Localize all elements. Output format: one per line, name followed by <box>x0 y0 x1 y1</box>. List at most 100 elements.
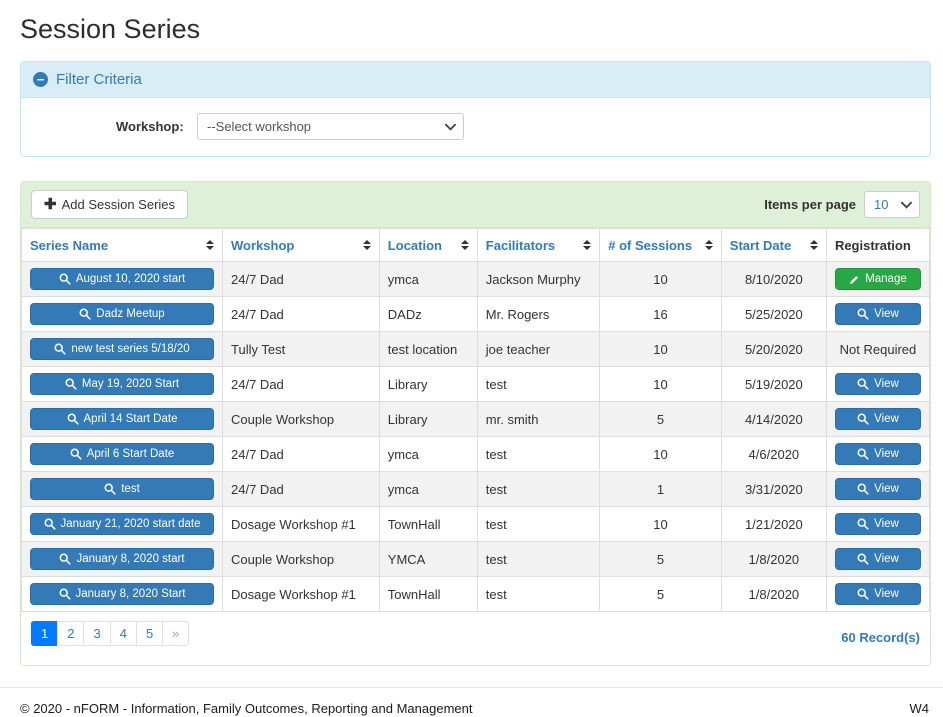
plus-icon: ✚ <box>44 196 57 213</box>
sessions-cell: 10 <box>599 506 722 542</box>
series-name-label: April 14 Start Date <box>83 413 178 425</box>
workshop-cell: 24/7 Dad <box>222 471 380 507</box>
filter-panel-header[interactable]: − Filter Criteria <box>21 62 930 98</box>
registration-cell: View <box>825 506 931 542</box>
series-name-button[interactable]: Dadz Meetup <box>30 303 215 325</box>
view-registration-button[interactable]: View <box>834 513 921 535</box>
registration-button-label: View <box>874 308 899 320</box>
sort-icon[interactable] <box>583 240 592 250</box>
series-name-cell: new test series 5/18/20 <box>20 331 224 367</box>
registration-button-label: View <box>874 588 899 600</box>
search-icon <box>54 343 66 355</box>
series-name-cell: Dadz Meetup <box>20 296 224 332</box>
workshop-select[interactable]: --Select workshop <box>197 113 464 140</box>
pagination-page-2[interactable]: 2 <box>57 621 85 646</box>
start-date-cell: 8/10/2020 <box>720 261 827 297</box>
page-container: Session Series − Filter Criteria Worksho… <box>20 14 931 666</box>
facilitators-cell: test <box>476 506 601 542</box>
series-name-button[interactable]: August 10, 2020 start <box>30 268 215 290</box>
location-cell: TownHall <box>378 576 478 612</box>
search-icon <box>857 588 869 600</box>
location-cell: YMCA <box>378 541 478 577</box>
sessions-cell: 5 <box>599 401 722 437</box>
sessions-cell: 16 <box>599 296 722 332</box>
table-row: Dadz Meetup 24/7 Dad DADz Mr. Rogers 16 5/25/… <box>20 296 931 332</box>
view-registration-button[interactable]: View <box>834 373 921 395</box>
registration-button-label: View <box>874 413 899 425</box>
column-header-location[interactable]: Location <box>378 228 478 262</box>
sessions-cell: 5 <box>599 576 722 612</box>
sort-icon[interactable] <box>460 240 469 250</box>
sort-icon[interactable] <box>362 240 371 250</box>
pagination-page-1[interactable]: 1 <box>31 621 59 646</box>
footer-right-label: W4 <box>909 701 930 716</box>
series-name-button[interactable]: January 8, 2020 Start <box>30 583 215 605</box>
series-name-button[interactable]: January 21, 2020 start date <box>30 513 215 535</box>
facilitators-cell: test <box>476 576 601 612</box>
sessions-cell: 1 <box>599 471 722 507</box>
workshop-cell: 24/7 Dad <box>222 261 380 297</box>
series-name-label: new test series 5/18/20 <box>71 343 190 355</box>
table-row: April 6 Start Date 24/7 Dad ymca test 10 4/6/… <box>20 436 931 472</box>
registration-button-label: Manage <box>865 273 907 285</box>
workshop-cell: Tully Test <box>222 331 380 367</box>
column-header-facilitators[interactable]: Facilitators <box>476 228 601 262</box>
pagination-page-4[interactable]: 4 <box>109 621 137 646</box>
session-series-table: Series Name Workshop Location Facilitato… <box>20 228 931 612</box>
search-icon <box>857 483 869 495</box>
view-registration-button[interactable]: View <box>834 583 921 605</box>
session-series-panel: ✚ Add Session Series Items per page 10 <box>20 181 931 666</box>
column-header-start-date[interactable]: Start Date <box>720 228 827 262</box>
facilitators-cell: test <box>476 436 601 472</box>
series-name-button[interactable]: test <box>30 478 215 500</box>
registration-cell: View <box>825 366 931 402</box>
table-body: August 10, 2020 start 24/7 Dad ymca Jackson… <box>20 261 931 612</box>
location-cell: ymca <box>378 436 478 472</box>
column-header-registration: Registration <box>825 228 931 262</box>
items-per-page-select[interactable]: 10 <box>864 191 920 218</box>
manage-registration-button[interactable]: Manage <box>834 268 921 290</box>
pagination-page-5[interactable]: 5 <box>135 621 164 646</box>
column-header-series-name[interactable]: Series Name <box>20 228 224 262</box>
sort-icon[interactable] <box>704 240 713 250</box>
pagination-page-3[interactable]: 3 <box>83 621 111 646</box>
start-date-cell: 1/8/2020 <box>720 576 827 612</box>
series-name-button[interactable]: new test series 5/18/20 <box>30 338 215 360</box>
series-name-label: August 10, 2020 start <box>75 273 186 285</box>
series-name-button[interactable]: April 6 Start Date <box>30 443 215 465</box>
pagination-next-button[interactable]: » <box>162 621 190 646</box>
view-registration-button[interactable]: View <box>834 303 921 325</box>
copyright-text: © 2020 - nFORM - Information, Family Out… <box>20 701 473 716</box>
search-icon <box>857 413 869 425</box>
items-per-page-label: Items per page <box>764 197 856 212</box>
minus-circle-icon[interactable]: − <box>33 72 48 87</box>
search-icon <box>857 448 869 460</box>
sessions-cell: 5 <box>599 541 722 577</box>
table-row: January 8, 2020 start Couple Workshop YMCA… <box>20 541 931 577</box>
column-header-workshop[interactable]: Workshop <box>222 228 380 262</box>
location-cell: Library <box>378 366 478 402</box>
series-name-button[interactable]: January 8, 2020 start <box>30 548 215 570</box>
series-name-cell: May 19, 2020 Start <box>20 366 224 402</box>
view-registration-button[interactable]: View <box>834 478 921 500</box>
series-name-button[interactable]: April 14 Start Date <box>30 408 215 430</box>
view-registration-button[interactable]: View <box>834 548 921 570</box>
filter-panel-title: Filter Criteria <box>56 71 142 88</box>
add-session-series-button[interactable]: ✚ Add Session Series <box>31 190 189 219</box>
search-icon <box>857 518 869 530</box>
series-name-cell: January 8, 2020 Start <box>20 576 224 612</box>
series-name-button[interactable]: May 19, 2020 Start <box>30 373 215 395</box>
start-date-cell: 4/6/2020 <box>720 436 827 472</box>
sort-icon[interactable] <box>809 240 818 250</box>
location-cell: ymca <box>378 261 478 297</box>
series-name-label: May 19, 2020 Start <box>81 378 180 390</box>
pencil-icon <box>849 274 860 285</box>
facilitators-cell: mr. smith <box>476 401 601 437</box>
series-name-label: Dadz Meetup <box>96 308 165 320</box>
facilitators-cell: Jackson Murphy <box>476 261 601 297</box>
sort-icon[interactable] <box>206 240 215 250</box>
column-header-num-sessions[interactable]: # of Sessions <box>599 228 722 262</box>
view-registration-button[interactable]: View <box>834 443 921 465</box>
view-registration-button[interactable]: View <box>834 408 921 430</box>
registration-cell: View <box>825 576 931 612</box>
